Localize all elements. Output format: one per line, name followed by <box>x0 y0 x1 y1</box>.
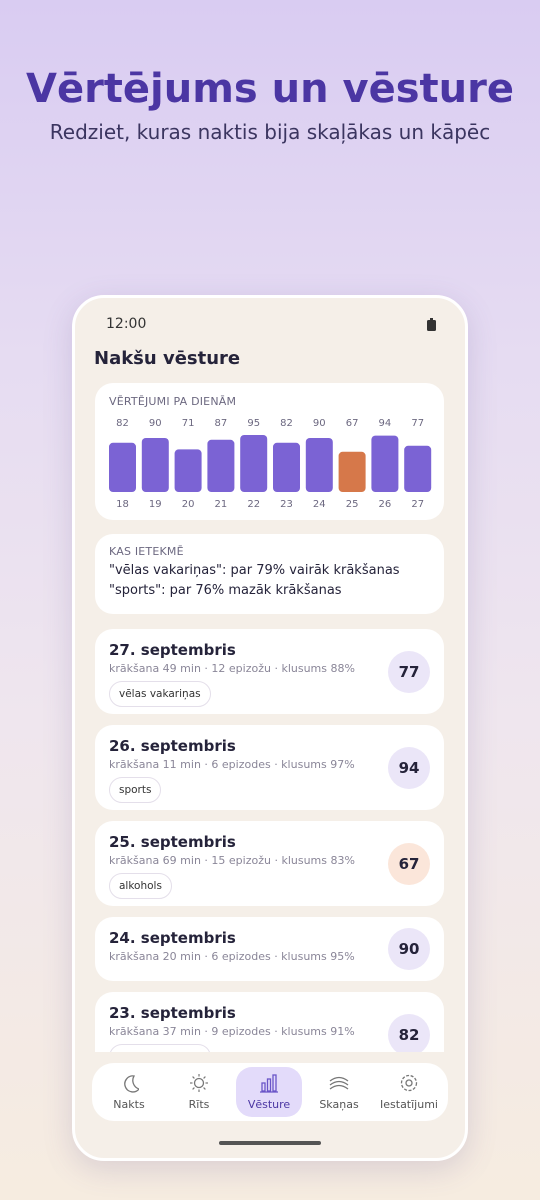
bar <box>141 438 169 492</box>
night-date: 27. septembris <box>109 641 236 659</box>
bar <box>371 435 399 492</box>
night-details: krākšana 69 min · 15 epizožu · klusums 8… <box>109 854 355 867</box>
day-label: 27 <box>411 499 424 510</box>
day-label: 23 <box>280 499 293 510</box>
nav-label: Rīts <box>188 1098 210 1111</box>
score-badge: 82 <box>388 1013 430 1052</box>
bar <box>273 442 300 492</box>
value-label: 77 <box>411 418 424 429</box>
screen-title: Nakšu vēsture <box>94 348 241 369</box>
night-date: 24. septembris <box>109 929 236 947</box>
night-card[interactable]: 27. septembris krākšana 49 min · 12 epizo… <box>95 629 444 714</box>
night-date: 26. septembris <box>109 737 236 755</box>
night-card[interactable]: 25. septembris krākšana 69 min · 15 epizo… <box>95 821 444 906</box>
day-label: 25 <box>346 499 359 510</box>
nav-label: Vēsture <box>247 1098 291 1111</box>
value-label: 71 <box>182 418 195 429</box>
value-label: 90 <box>313 418 326 429</box>
nav-item[interactable]: Rīts <box>166 1067 232 1117</box>
score-badge: 90 <box>388 928 430 970</box>
day-label: 26 <box>379 499 392 510</box>
bar <box>240 435 268 492</box>
value-label: 82 <box>116 418 129 429</box>
bar <box>305 438 333 492</box>
nav-label: Iestatījumi <box>380 1098 438 1111</box>
bottom-nav: Nakts Rīts Vēsture Skaņas Iestatījumi <box>92 1063 448 1121</box>
nav-icon <box>329 1076 349 1090</box>
night-card[interactable]: 26. septembris krākšana 11 min · 6 epizod… <box>95 725 444 810</box>
home-indicator <box>219 1141 321 1145</box>
influence-line: "vēlas vakariņas": par 79% vairāk krākša… <box>109 563 400 578</box>
nav-icon <box>124 1075 139 1093</box>
score-badge: 94 <box>388 746 430 789</box>
bar <box>174 449 202 492</box>
nav-icon <box>190 1074 208 1092</box>
value-label: 95 <box>247 418 260 429</box>
score-badge: 67 <box>388 842 430 885</box>
nav-item[interactable]: Vēsture <box>236 1067 302 1117</box>
value-label: 90 <box>149 418 162 429</box>
nav-label: Skaņas <box>319 1098 359 1111</box>
night-details: krākšana 20 min · 6 epizodes · klusums 9… <box>109 950 355 963</box>
bar <box>338 451 366 492</box>
nav-icon <box>400 1074 418 1092</box>
value-label: 82 <box>280 418 293 429</box>
night-details: krākšana 11 min · 6 epizodes · klusums 9… <box>109 758 355 771</box>
night-date: 25. septembris <box>109 833 236 851</box>
bar <box>109 442 136 492</box>
day-label: 22 <box>247 499 260 510</box>
subheadline: Redziet, kuras naktis bija skaļākas un k… <box>49 120 491 144</box>
value-label: 67 <box>346 418 359 429</box>
nav-label: Nakts <box>113 1098 145 1111</box>
day-label: 20 <box>182 499 195 510</box>
tag: sports <box>109 777 162 803</box>
day-label: 21 <box>215 499 228 510</box>
influence-line: "sports": par 76% mazāk krākšanas <box>109 583 342 598</box>
tag: vēlas vakariņas <box>109 681 211 707</box>
night-list: 27. septembris krākšana 49 min · 12 epizo… <box>95 629 444 1052</box>
nav-icon <box>260 1074 278 1093</box>
status-time: 12:00 <box>106 316 147 332</box>
score-badge: 77 <box>388 650 430 693</box>
headline: Vērtējums un vēsture <box>25 66 514 112</box>
night-card[interactable]: 24. septembris krākšana 20 min · 6 epizod… <box>95 917 444 981</box>
chart: 82 18 90 19 71 20 87 21 95 22 82 23 90 24 67 25 94 26 77 27 <box>109 418 432 510</box>
bar <box>404 445 432 492</box>
value-label: 87 <box>215 418 228 429</box>
chart-title: VĒRTĒJUMI PA DIENĀM <box>109 395 237 408</box>
nav-item[interactable]: Iestatījumi <box>376 1067 442 1117</box>
chart-card: VĒRTĒJUMI PA DIENĀM 82 18 90 19 71 20 87 21 95 22… <box>95 383 444 520</box>
night-details: krākšana 37 min · 9 epizodes · klusums 9… <box>109 1025 355 1038</box>
bar <box>207 439 235 492</box>
tag: vēlas vakariņas <box>109 1044 211 1052</box>
day-label: 18 <box>116 499 129 510</box>
battery-icon <box>427 318 436 331</box>
night-date: 23. septembris <box>109 1004 236 1022</box>
day-label: 19 <box>149 499 162 510</box>
nav-item[interactable]: Skaņas <box>306 1067 372 1117</box>
nav-item[interactable]: Nakts <box>96 1067 162 1117</box>
influences-title: KAS IETEKMĒ <box>109 545 184 558</box>
night-card[interactable]: 23. septembris krākšana 37 min · 9 epizod… <box>95 992 444 1052</box>
day-label: 24 <box>313 499 326 510</box>
influences-card: KAS IETEKMĒ "vēlas vakariņas": par 79% v… <box>95 534 444 614</box>
value-label: 94 <box>379 418 392 429</box>
night-details: krākšana 49 min · 12 epizožu · klusums 8… <box>109 662 355 675</box>
tag: alkohols <box>109 873 172 899</box>
